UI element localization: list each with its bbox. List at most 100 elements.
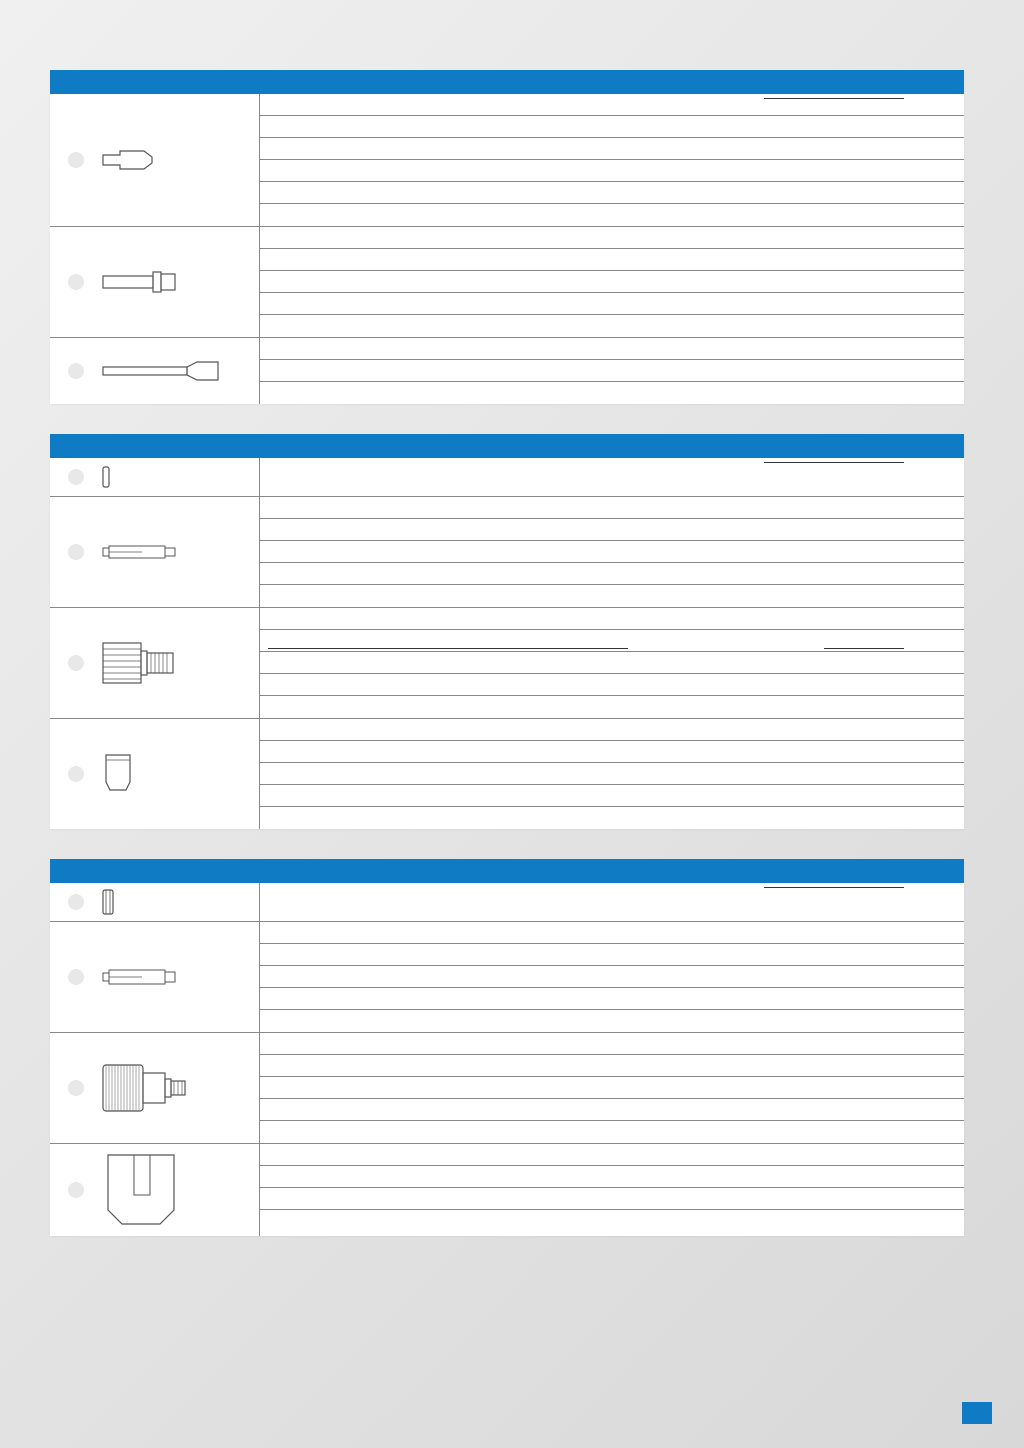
data-line [260,1099,964,1121]
collet-thin-icon [102,545,180,559]
bullet-icon [68,1080,84,1096]
image-cell [50,608,260,718]
bullet-icon [68,766,84,782]
data-line [260,1077,964,1099]
data-cell [260,1033,964,1143]
data-line [260,497,964,519]
data-line [260,944,964,966]
collet-thin-icon [102,969,180,985]
data-line [260,1055,964,1077]
image-cell [50,497,260,607]
image-cell [50,1144,260,1236]
bullet-icon [68,274,84,290]
data-line [260,1121,964,1143]
data-line [260,1188,964,1210]
data-line [260,922,964,944]
table-row [50,922,964,1033]
cup-large-icon [102,1154,182,1226]
image-cell [50,458,260,496]
table-row [50,94,964,227]
table-row [50,1033,964,1144]
cup-small-icon [102,754,138,794]
data-cell [260,922,964,1032]
gas-lens-body-icon [102,1063,194,1113]
data-line [260,382,964,404]
page-number-badge [962,1402,992,1424]
section-header [50,859,964,883]
data-line [260,293,964,315]
image-cell [50,922,260,1032]
data-line [260,1210,964,1232]
data-line [260,227,964,249]
data-line [260,338,964,360]
table-row [50,608,964,719]
data-cell [260,94,964,226]
data-line [260,360,964,382]
data-line [260,988,964,1010]
data-line [260,249,964,271]
bullet-icon [68,469,84,485]
data-line [260,458,964,496]
bullet-icon [68,363,84,379]
data-line [260,271,964,293]
image-cell [50,719,260,829]
data-line [260,563,964,585]
data-line [260,94,964,116]
section-header [50,70,964,94]
section-1 [50,70,964,404]
image-cell [50,94,260,226]
image-cell [50,227,260,337]
data-line [260,674,964,696]
data-line [260,1033,964,1055]
table-row [50,1144,964,1236]
data-cell [260,458,964,496]
section-3 [50,859,964,1236]
data-line [260,585,964,607]
data-line [260,696,964,718]
data-line [260,160,964,182]
small-ring-icon [102,466,114,488]
data-cell [260,1144,964,1236]
image-cell [50,883,260,921]
data-line [260,966,964,988]
data-line [260,204,964,226]
data-line [260,1010,964,1032]
data-line [260,541,964,563]
data-line [260,1166,964,1188]
image-cell [50,338,260,404]
bullet-icon [68,544,84,560]
nozzle-long-icon [102,358,232,384]
nozzle-medium-icon [102,268,180,296]
data-line [260,630,964,652]
data-line [260,741,964,763]
data-line [260,883,964,921]
data-cell [260,497,964,607]
data-line [260,785,964,807]
data-line [260,807,964,829]
data-cell [260,883,964,921]
section-header [50,434,964,458]
data-line [260,116,964,138]
data-line [260,763,964,785]
data-line [260,182,964,204]
table-row [50,883,964,922]
table-row [50,227,964,338]
image-cell [50,1033,260,1143]
ring-wide-icon [102,889,118,915]
data-cell [260,338,964,404]
data-line [260,138,964,160]
table-row [50,338,964,404]
data-cell [260,608,964,718]
bullet-icon [68,969,84,985]
data-cell [260,227,964,337]
data-line [260,719,964,741]
bullet-icon [68,894,84,910]
data-line [260,608,964,630]
data-line [260,1144,964,1166]
collet-body-threaded-icon [102,639,182,687]
table-row [50,458,964,497]
bullet-icon [68,1182,84,1198]
bullet-icon [68,655,84,671]
data-line [260,315,964,337]
section-2 [50,434,964,829]
